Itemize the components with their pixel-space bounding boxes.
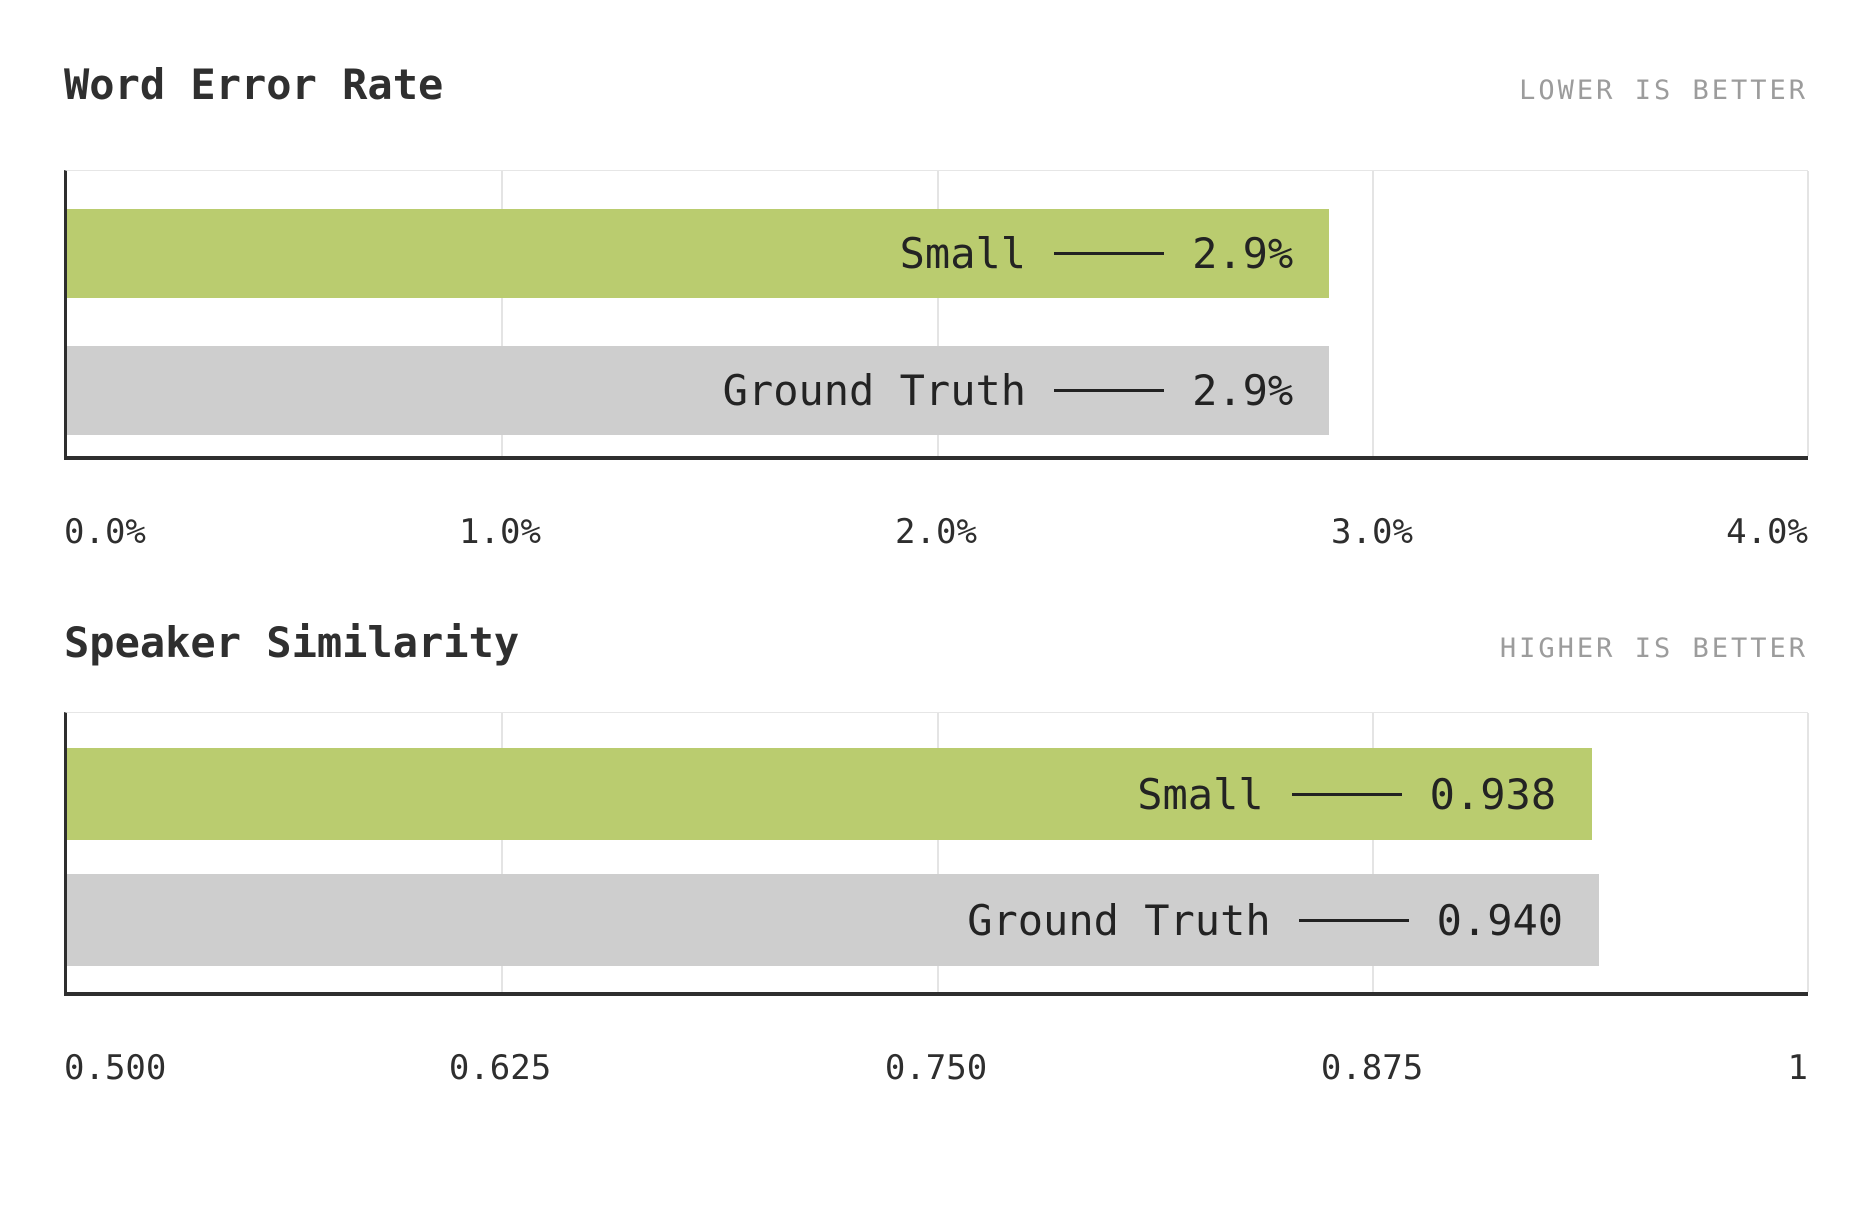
bar-label: Small [1137,769,1264,819]
x-tick-label: 2.0% [895,512,977,552]
chart-title: Word Error Rate [64,60,444,109]
value-dash [1291,792,1402,796]
bar-value: 2.9% [1192,229,1294,278]
value-dash [1054,389,1165,392]
bar-label: Ground Truth [722,366,1027,415]
chart-word-error-rate: Word Error Rate LOWER IS BETTER Small 2.9… [64,60,1809,554]
benchmark-charts-page: Word Error Rate LOWER IS BETTER Small 2.9… [0,60,1872,1221]
plot-area: Small 0.938 Ground Truth 0.940 [64,712,1809,996]
plot-area: Small 2.9% Ground Truth 2.9% [64,170,1809,460]
gridline [501,713,504,992]
gridline [936,713,939,992]
x-tick-label: 0.500 [64,1048,167,1088]
x-tick-label: 0.750 [884,1048,988,1088]
better-direction-hint: HIGHER IS BETTER [1499,633,1808,664]
gridline [501,171,504,456]
bar-value: 0.940 [1436,895,1564,945]
chart-header: Word Error Rate LOWER IS BETTER [64,60,1808,110]
x-tick-label: 1.0% [459,512,541,552]
chart-header: Speaker Similarity HIGHER IS BETTER [64,618,1808,668]
bar-small: Small 2.9% [67,209,1330,298]
x-tick-label: 3.0% [1331,512,1413,552]
x-tick-label: 0.625 [448,1048,552,1088]
bar-ground-truth: Ground Truth 2.9% [67,346,1330,435]
bar-value: 0.938 [1429,769,1557,819]
bar-value: 2.9% [1192,366,1294,415]
x-tick-label: 0.875 [1320,1048,1424,1088]
value-dash [1054,252,1165,255]
chart-speaker-similarity: Speaker Similarity HIGHER IS BETTER Smal… [64,618,1809,1090]
x-tick-label: 4.0% [1726,512,1808,552]
better-direction-hint: LOWER IS BETTER [1519,75,1808,106]
bar-label: Ground Truth [967,895,1271,945]
bar-label: Small [899,229,1027,278]
chart-title: Speaker Similarity [64,618,520,667]
value-dash [1298,918,1409,922]
gridline [1807,171,1809,456]
gridline [936,171,939,456]
gridline [1807,713,1809,992]
x-tick-label: 1 [1787,1048,1808,1088]
gridline [1371,713,1374,992]
bar-small: Small 0.938 [67,748,1593,840]
bar-ground-truth: Ground Truth 0.940 [67,874,1600,966]
x-axis-labels: 0.500 0.625 0.750 0.875 1 [64,1048,1808,1090]
gridline [1371,171,1374,456]
x-axis-labels: 0.0% 1.0% 2.0% 3.0% 4.0% [64,512,1808,554]
x-tick-label: 0.0% [64,512,146,552]
